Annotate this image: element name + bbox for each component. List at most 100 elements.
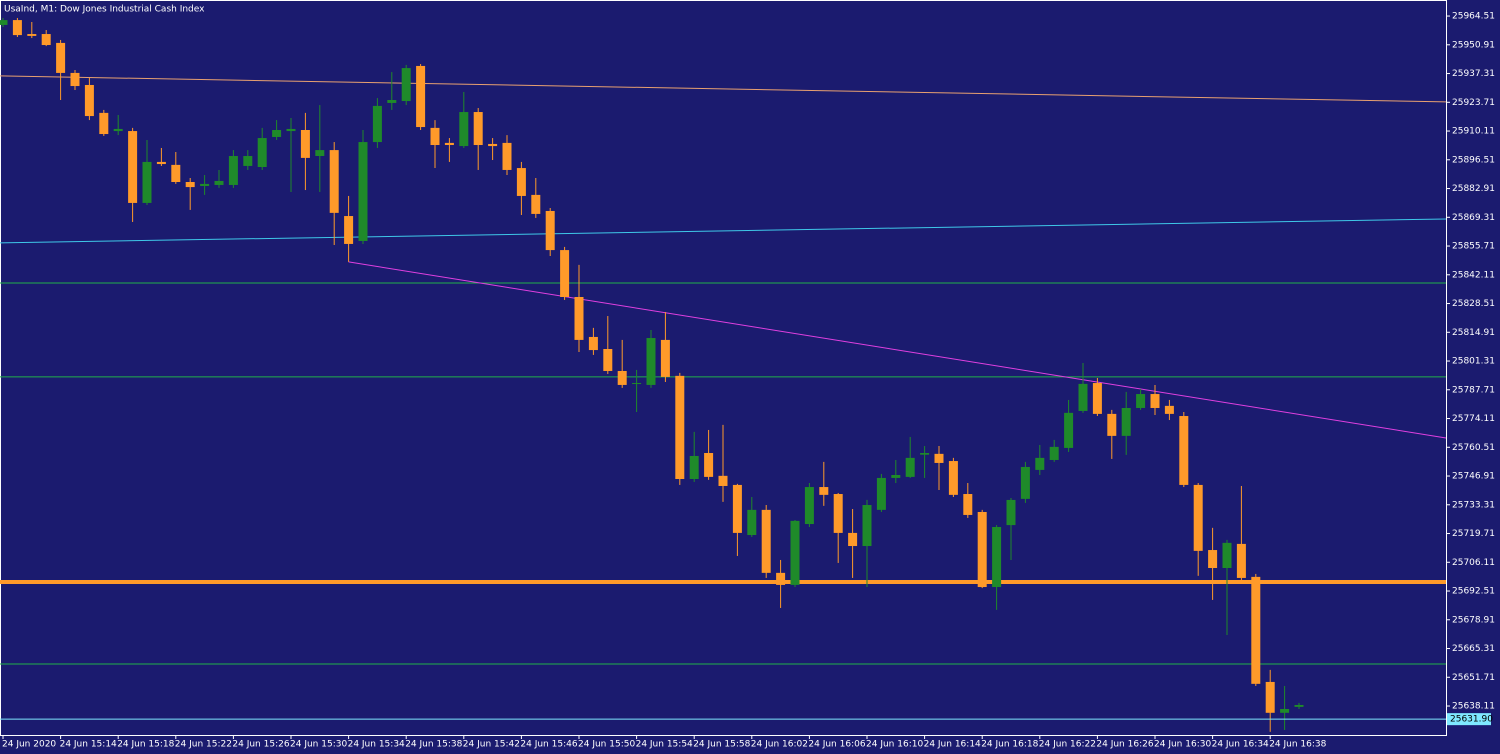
x-tick-label: 24 Jun 15:50 (578, 740, 635, 750)
candle-body (1265, 681, 1275, 713)
candle-body (1049, 446, 1059, 460)
candle-body (1092, 383, 1102, 414)
current-price-box (1447, 713, 1491, 726)
candle-body (574, 297, 584, 340)
candle-body (401, 68, 411, 102)
candle-body (761, 509, 771, 573)
candle-body (660, 339, 670, 377)
y-tick-label: 25665.31 (1452, 644, 1495, 654)
y-tick-label: 25937.31 (1452, 69, 1495, 79)
chart-title: UsaInd, M1: Dow Jones Industrial Cash In… (4, 5, 205, 15)
candle-body (1078, 383, 1088, 411)
candle-body (963, 494, 973, 515)
candle-body (732, 484, 742, 533)
candle-body (243, 156, 253, 166)
candle-body (200, 183, 210, 187)
candle-body (0, 20, 8, 25)
candle-body (1236, 543, 1246, 578)
candle-body (358, 142, 368, 241)
candle-body (1208, 550, 1218, 569)
candle-body (185, 182, 195, 188)
candle-body (329, 150, 339, 213)
x-tick-label: 24 Jun 16:34 (1212, 740, 1269, 750)
x-tick-label: 24 Jun 16:14 (924, 740, 981, 750)
x-tick-label: 24 Jun 15:34 (348, 740, 405, 750)
candle-body (1294, 704, 1304, 707)
y-tick-label: 25801.31 (1452, 357, 1495, 367)
candle-body (272, 130, 282, 137)
y-tick-label: 25692.51 (1452, 587, 1495, 597)
candle-body (344, 216, 354, 244)
level-line (348, 261, 1447, 439)
candle-body (646, 338, 656, 385)
candle-body (1150, 394, 1160, 408)
y-tick-label: 25638.11 (1452, 702, 1495, 712)
y-tick-label: 25746.91 (1452, 472, 1495, 482)
y-tick-label: 25828.51 (1452, 299, 1495, 309)
level-line (0, 75, 1447, 103)
candle-body (12, 20, 22, 36)
candle-body (113, 128, 123, 132)
y-tick-label: 25733.31 (1452, 500, 1495, 510)
candle-body (804, 487, 814, 525)
x-tick-label: 24 Jun 2020 (2, 740, 56, 750)
x-tick-label: 24 Jun 15:18 (117, 740, 174, 750)
candle-body (1193, 484, 1203, 551)
candle-body (1136, 394, 1146, 408)
y-tick-label: 25842.11 (1452, 270, 1495, 280)
candle-body (833, 494, 843, 533)
candle-body (128, 131, 138, 203)
x-tick-label: 24 Jun 15:38 (405, 740, 462, 750)
candle-body (560, 250, 570, 298)
candle-body (502, 142, 512, 170)
y-tick-label: 25706.11 (1452, 558, 1495, 568)
x-tick-label: 24 Jun 15:42 (463, 740, 520, 750)
y-tick-label: 25760.51 (1452, 443, 1495, 453)
x-tick-label: 24 Jun 15:54 (636, 740, 693, 750)
candle-body (1121, 407, 1131, 436)
x-tick-label: 24 Jun 16:22 (1039, 740, 1096, 750)
current-price-label: 25631.90 (1450, 715, 1493, 725)
candle-body (531, 194, 541, 214)
candle-body (1020, 466, 1030, 499)
candle-body (992, 526, 1002, 588)
x-tick-label: 24 Jun 15:30 (290, 740, 347, 750)
x-tick-label: 24 Jun 16:30 (1154, 740, 1211, 750)
x-tick-label: 24 Jun 16:26 (1096, 740, 1153, 750)
candle-body (632, 383, 642, 385)
candle-body (516, 168, 526, 196)
candle-body (848, 532, 858, 547)
candle-body (488, 143, 498, 147)
candle-body (257, 138, 267, 167)
y-tick-label: 25910.11 (1452, 127, 1495, 137)
candle-body (1006, 499, 1016, 526)
candle-body (444, 142, 454, 146)
candle-body (603, 349, 613, 371)
candle-body (905, 457, 915, 477)
candle-body (70, 72, 80, 87)
candle-body (27, 34, 37, 36)
y-tick-label: 25950.91 (1452, 40, 1495, 50)
candle-body (747, 509, 757, 536)
y-tick-label: 25814.91 (1452, 328, 1495, 338)
candle-body (473, 112, 483, 146)
x-tick-label: 24 Jun 16:38 (1269, 740, 1326, 750)
candle-body (1251, 576, 1261, 684)
y-tick-label: 25923.71 (1452, 98, 1495, 108)
candle-body (1107, 413, 1117, 436)
y-tick-label: 25964.51 (1452, 12, 1495, 22)
y-tick-label: 25882.91 (1452, 184, 1495, 194)
candle-body (1179, 416, 1189, 485)
candle-body (300, 130, 310, 158)
candle-body (675, 375, 685, 480)
x-tick-label: 24 Jun 15:14 (60, 740, 117, 750)
x-tick-label: 24 Jun 15:46 (520, 740, 577, 750)
candle-body (790, 520, 800, 585)
candle-body (617, 370, 627, 385)
candle-body (862, 505, 872, 547)
candle-body (430, 127, 440, 146)
candle-body (977, 511, 987, 588)
level-line (0, 218, 1447, 244)
candle-body (545, 210, 555, 251)
